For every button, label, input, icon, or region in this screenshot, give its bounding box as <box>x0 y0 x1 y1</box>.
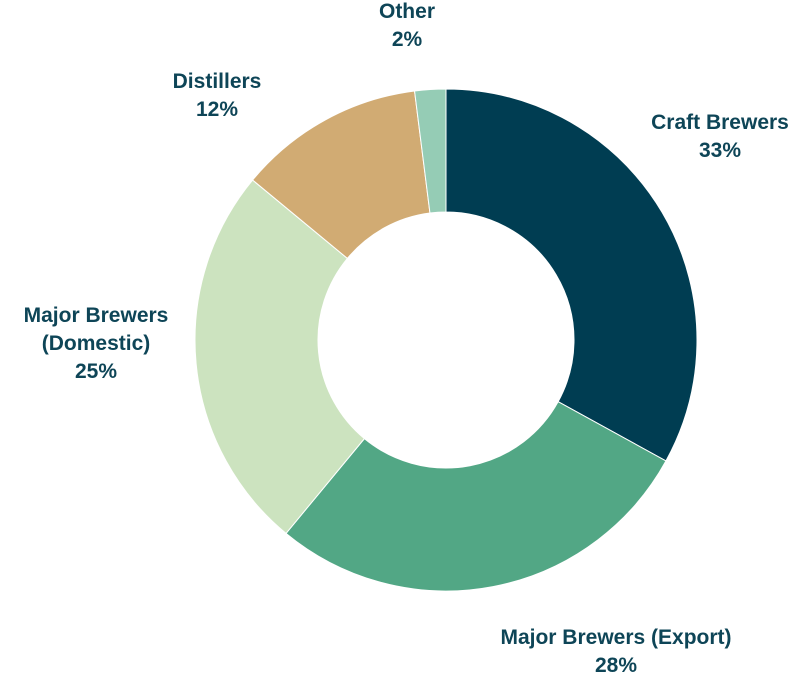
slice-name-label: Other <box>379 0 435 23</box>
slice-name-label: Major Brewers <box>24 304 169 327</box>
slice-name-label: Craft Brewers <box>651 111 789 134</box>
slice-labels: Craft Brewers 33% Major Brewers (Export) 28… <box>24 0 789 677</box>
label-craft-brewers: Craft Brewers 33% <box>651 111 789 162</box>
label-distillers: Distillers 12% <box>173 70 262 121</box>
slice-major-brewers-domestic <box>194 179 366 535</box>
slice-value-label: 28% <box>595 654 637 677</box>
slice-other <box>413 88 447 214</box>
slice-value-label: 2% <box>392 28 423 51</box>
slice-name-label: Distillers <box>173 70 262 93</box>
slice-value-label: 12% <box>196 98 238 121</box>
slice-name-label: (Domestic) <box>42 332 151 355</box>
slice-value-label: 25% <box>75 360 117 383</box>
donut-slices <box>194 88 698 592</box>
label-other: Other 2% <box>379 0 435 51</box>
slice-major-brewers-export <box>285 400 667 592</box>
slice-craft-brewers <box>445 88 698 462</box>
slice-value-label: 33% <box>699 139 741 162</box>
slice-name-label: Major Brewers (Export) <box>500 626 731 649</box>
label-major-brewers-export: Major Brewers (Export) 28% <box>500 626 731 677</box>
label-major-brewers-domestic: Major Brewers (Domestic) 25% <box>24 304 169 383</box>
